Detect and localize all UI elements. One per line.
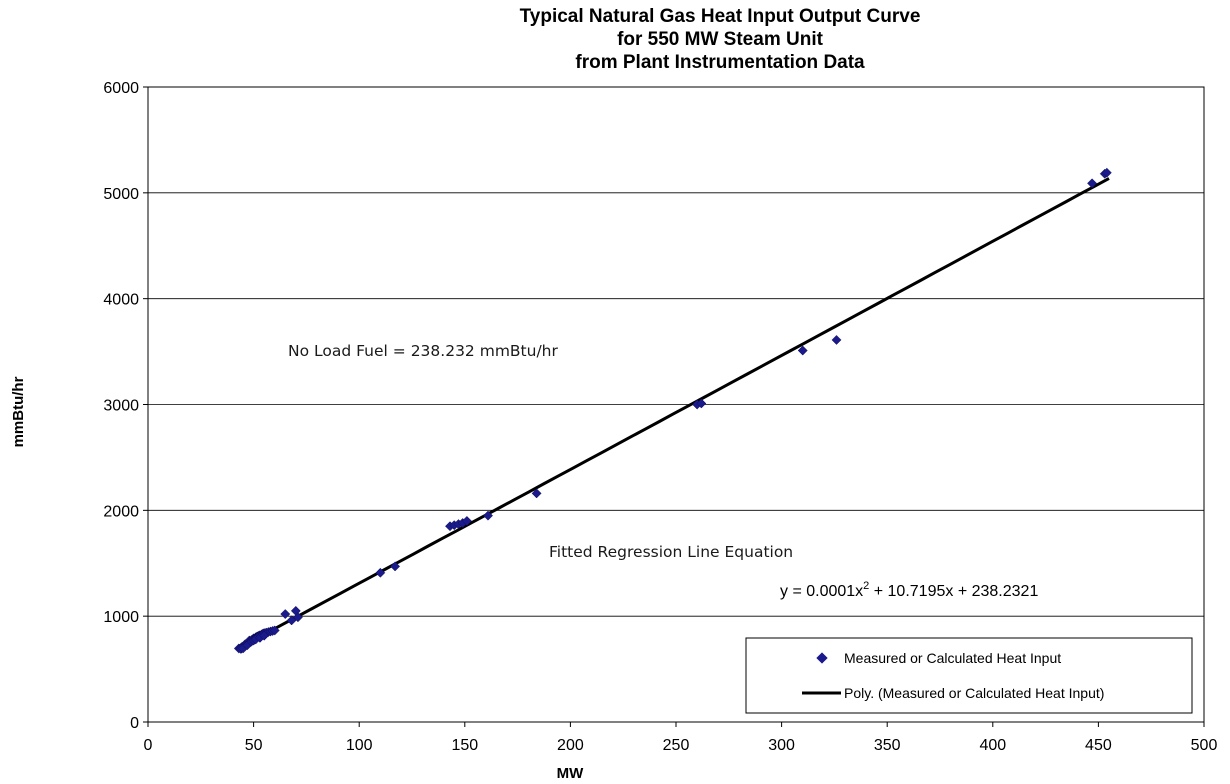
data-point-41 xyxy=(292,612,303,623)
fitted-line-annotation: Fitted Regression Line Equation xyxy=(549,543,793,561)
y-axis-ticks: 0 1000 2000 3000 4000 5000 6000 xyxy=(103,80,148,732)
x-tick-label-150: 150 xyxy=(451,737,478,754)
x-tick-label-250: 250 xyxy=(663,737,690,754)
data-point-50 xyxy=(531,488,542,499)
y-axis-title: mmBtu/hr xyxy=(10,376,27,447)
regression-line-path xyxy=(238,177,1110,650)
legend: Measured or Calculated Heat Input Poly. … xyxy=(745,637,1193,714)
x-tick-label-0: 0 xyxy=(144,737,153,754)
data-point-29 xyxy=(269,625,280,636)
x-tick-label-300: 300 xyxy=(768,737,795,754)
x-tick-label-200: 200 xyxy=(557,737,584,754)
legend-marker-label: Measured or Calculated Heat Input xyxy=(844,650,1061,666)
chart-title-line-3: from Plant Instrumentation Data xyxy=(575,52,865,73)
x-tick-label-100: 100 xyxy=(346,737,373,754)
y-tick-label-1000: 1000 xyxy=(103,609,139,626)
chart-title-line-2: for 550 MW Steam Unit xyxy=(617,29,824,50)
x-tick-label-350: 350 xyxy=(874,737,901,754)
x-axis-title: MW xyxy=(557,765,584,782)
data-point-43 xyxy=(390,561,401,572)
data-point-53 xyxy=(797,345,808,356)
data-point-38 xyxy=(280,609,291,620)
chart-title: Typical Natural Gas Heat Input Output Cu… xyxy=(520,6,921,73)
regression-equation: y = 0.0001x2 + 10.7195x + 238.2321 xyxy=(780,580,1038,600)
equation-superscript: 2 xyxy=(863,580,869,592)
data-point-37 xyxy=(259,630,270,641)
data-point-57 xyxy=(1101,167,1112,178)
equation-suffix: + 10.7195x + 238.2321 xyxy=(869,583,1038,600)
data-point-48 xyxy=(461,515,472,526)
chart-title-line-1: Typical Natural Gas Heat Input Output Cu… xyxy=(520,6,921,27)
y-tick-label-3000: 3000 xyxy=(103,398,139,415)
y-tick-label-0: 0 xyxy=(130,715,139,732)
data-point-49 xyxy=(483,510,493,521)
data-point-54 xyxy=(831,334,842,345)
legend-line-label: Poly. (Measured or Calculated Heat Input… xyxy=(844,685,1104,701)
x-tick-label-50: 50 xyxy=(245,737,263,754)
equation-prefix: y = 0.0001x xyxy=(780,583,863,600)
y-tick-label-5000: 5000 xyxy=(103,186,139,203)
x-tick-label-500: 500 xyxy=(1191,737,1218,754)
grid-lines xyxy=(148,192,1204,617)
regression-line xyxy=(238,177,1110,650)
data-point-55 xyxy=(1087,178,1098,189)
x-axis-ticks: 0 50 100 150 200 250 300 350 400 450 500 xyxy=(144,722,1218,754)
legend-box xyxy=(745,637,1193,714)
y-tick-label-6000: 6000 xyxy=(103,80,139,97)
data-points xyxy=(233,167,1112,654)
y-tick-label-2000: 2000 xyxy=(103,503,139,520)
x-tick-label-400: 400 xyxy=(979,737,1006,754)
legend-marker-icon xyxy=(816,652,828,664)
no-load-annotation: No Load Fuel = 238.232 mmBtu/hr xyxy=(288,342,558,360)
x-tick-label-450: 450 xyxy=(1085,737,1112,754)
data-point-52 xyxy=(696,398,707,409)
data-point-42 xyxy=(375,567,386,578)
y-tick-label-4000: 4000 xyxy=(103,292,139,309)
